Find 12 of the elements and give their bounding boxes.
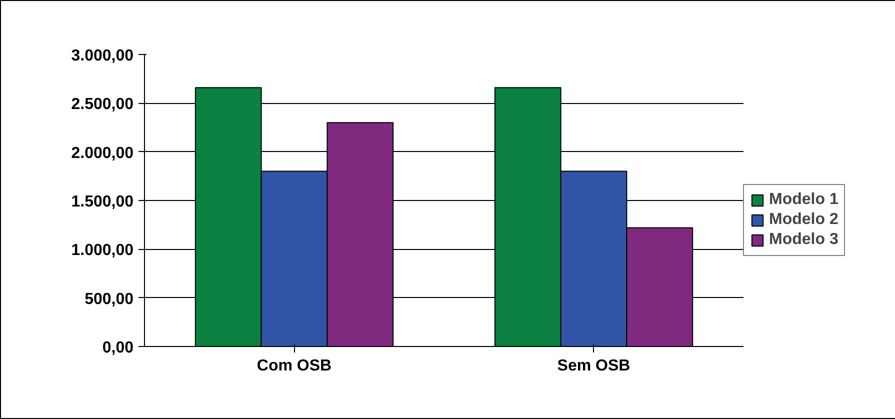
- y-tick-label: 1.500,00: [71, 194, 134, 210]
- legend-label: Modelo 1: [769, 191, 838, 209]
- x-tick-label: Com OSB: [256, 358, 332, 374]
- x-tick-label: Sem OSB: [557, 358, 630, 374]
- y-tick-label: 3.000,00: [71, 48, 134, 64]
- y-tick-label: 500,00: [84, 290, 134, 308]
- legend-label: Modelo 3: [769, 231, 838, 249]
- y-tick-label: 2.000,00: [71, 144, 134, 162]
- y-tick-label: 2.500,00: [71, 96, 134, 114]
- legend-label: Modelo 2: [769, 211, 838, 229]
- y-tick-label: 0,00: [102, 340, 134, 356]
- y-tick-label: 1.000,00: [71, 242, 134, 260]
